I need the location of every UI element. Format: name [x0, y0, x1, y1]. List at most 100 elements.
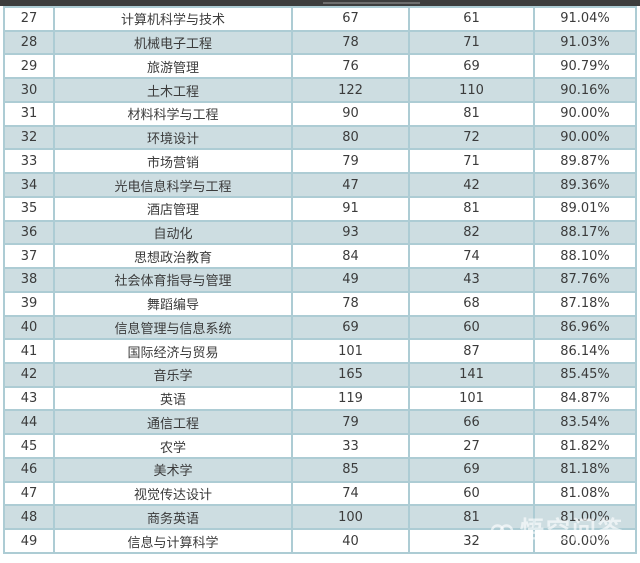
table-cell: 39 — [3, 292, 55, 315]
table-cell: 43 — [3, 387, 55, 410]
table-cell: 27 — [3, 8, 55, 30]
table-cell: 音乐学 — [55, 364, 293, 386]
table-cell: 78 — [293, 292, 410, 315]
table-row: 47 视觉传达设计 74 60 81.08% — [3, 482, 637, 507]
table-cell: 61 — [410, 8, 535, 30]
table-cell: 37 — [3, 245, 55, 268]
table-cell: 商务英语 — [55, 506, 293, 529]
table-cell: 47 — [3, 482, 55, 505]
table-cell: 材料科学与工程 — [55, 102, 293, 125]
table-cell: 45 — [3, 435, 55, 457]
table-row: 35 酒店管理 91 81 89.01% — [3, 197, 637, 222]
table-row: 44 通信工程 79 66 83.54% — [3, 411, 637, 436]
table-cell: 69 — [410, 55, 535, 78]
table-cell: 79 — [293, 150, 410, 173]
table-cell: 机械电子工程 — [55, 31, 293, 54]
table-cell: 酒店管理 — [55, 197, 293, 220]
table-row: 30 土木工程 122 110 90.16% — [3, 79, 637, 103]
table-cell: 80 — [293, 126, 410, 149]
table-row: 42 音乐学 165 141 85.45% — [3, 364, 637, 388]
table-cell: 69 — [293, 316, 410, 339]
table-cell: 81 — [410, 506, 535, 529]
table-row: 41 国际经济与贸易 101 87 86.14% — [3, 340, 637, 365]
table-cell: 88.10% — [535, 245, 637, 268]
table-cell: 165 — [293, 364, 410, 386]
table-cell: 40 — [293, 530, 410, 552]
table-cell: 90 — [293, 102, 410, 125]
table-cell: 89.01% — [535, 197, 637, 220]
table-cell: 71 — [410, 150, 535, 173]
table-cell: 101 — [293, 340, 410, 363]
table-row: 46 美术学 85 69 81.18% — [3, 458, 637, 483]
table-cell: 84.87% — [535, 387, 637, 410]
table-row: 43 英语 119 101 84.87% — [3, 387, 637, 412]
table-row: 38 社会体育指导与管理 49 43 87.76% — [3, 269, 637, 293]
table-cell: 81.18% — [535, 458, 637, 481]
table-cell: 122 — [293, 79, 410, 101]
table-cell: 110 — [410, 79, 535, 101]
table-cell: 美术学 — [55, 458, 293, 481]
table-cell: 141 — [410, 364, 535, 386]
table-cell: 74 — [410, 245, 535, 268]
table-row: 49 信息与计算科学 40 32 80.00% — [3, 530, 637, 554]
table-cell: 85 — [293, 458, 410, 481]
top-cropped-bar — [0, 0, 640, 6]
table-cell: 42 — [3, 364, 55, 386]
table-cell: 34 — [3, 174, 55, 196]
table-cell: 35 — [3, 197, 55, 220]
table-cell: 48 — [3, 506, 55, 529]
table-cell: 33 — [293, 435, 410, 457]
table-cell: 91.04% — [535, 8, 637, 30]
table-cell: 32 — [3, 126, 55, 149]
table-cell: 国际经济与贸易 — [55, 340, 293, 363]
table-row: 29 旅游管理 76 69 90.79% — [3, 55, 637, 80]
table-row: 39 舞蹈编导 78 68 87.18% — [3, 292, 637, 317]
table-cell: 82 — [410, 221, 535, 244]
table-cell: 信息与计算科学 — [55, 530, 293, 552]
table-row: 45 农学 33 27 81.82% — [3, 435, 637, 459]
table-cell: 38 — [3, 269, 55, 291]
table-cell: 85.45% — [535, 364, 637, 386]
table-cell: 49 — [3, 530, 55, 552]
table-cell: 通信工程 — [55, 411, 293, 434]
table-cell: 119 — [293, 387, 410, 410]
table-cell: 英语 — [55, 387, 293, 410]
table-cell: 79 — [293, 411, 410, 434]
table-cell: 93 — [293, 221, 410, 244]
table-cell: 66 — [410, 411, 535, 434]
table-cell: 计算机科学与技术 — [55, 8, 293, 30]
table-cell: 80.00% — [535, 530, 637, 552]
table-cell: 81 — [410, 102, 535, 125]
table-cell: 81.08% — [535, 482, 637, 505]
top-bar-accent-line — [323, 2, 420, 4]
table-cell: 91 — [293, 197, 410, 220]
table-cell: 农学 — [55, 435, 293, 457]
table-cell: 31 — [3, 102, 55, 125]
table-row: 40 信息管理与信息系统 69 60 86.96% — [3, 316, 637, 341]
table-cell: 86.14% — [535, 340, 637, 363]
table-cell: 思想政治教育 — [55, 245, 293, 268]
table-cell: 83.54% — [535, 411, 637, 434]
table-row: 48 商务英语 100 81 81.00% — [3, 506, 637, 531]
table-cell: 81.00% — [535, 506, 637, 529]
table-cell: 视觉传达设计 — [55, 482, 293, 505]
table-cell: 36 — [3, 221, 55, 244]
table-cell: 28 — [3, 31, 55, 54]
table-cell: 72 — [410, 126, 535, 149]
table-cell: 市场营销 — [55, 150, 293, 173]
table-cell: 67 — [293, 8, 410, 30]
table-cell: 社会体育指导与管理 — [55, 269, 293, 291]
table-cell: 69 — [410, 458, 535, 481]
table-cell: 86.96% — [535, 316, 637, 339]
table-row: 28 机械电子工程 78 71 91.03% — [3, 31, 637, 56]
majors-table: 27 计算机科学与技术 67 61 91.04% 28 机械电子工程 78 71 91.03% 29… — [3, 6, 637, 554]
table-cell: 87.18% — [535, 292, 637, 315]
table-cell: 信息管理与信息系统 — [55, 316, 293, 339]
table-row: 37 思想政治教育 84 74 88.10% — [3, 245, 637, 270]
table-cell: 84 — [293, 245, 410, 268]
table-cell: 88.17% — [535, 221, 637, 244]
table-row: 36 自动化 93 82 88.17% — [3, 221, 637, 246]
table-cell: 81.82% — [535, 435, 637, 457]
table-cell: 光电信息科学与工程 — [55, 174, 293, 196]
table-cell: 47 — [293, 174, 410, 196]
